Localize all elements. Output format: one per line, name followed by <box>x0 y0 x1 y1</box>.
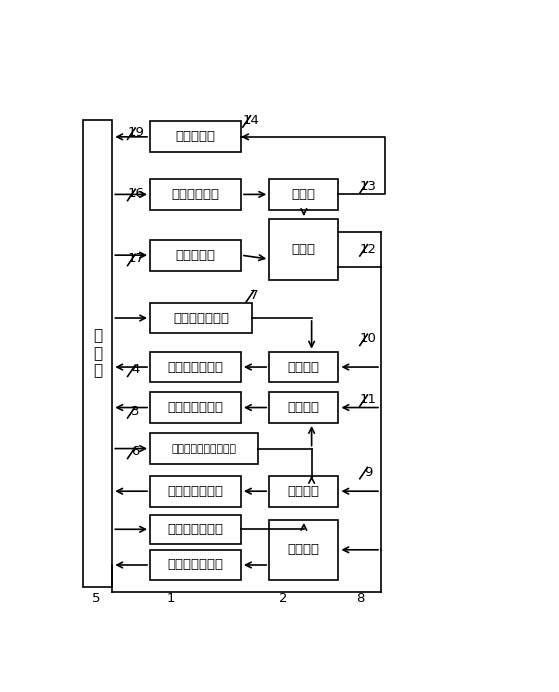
Text: 11: 11 <box>359 393 376 406</box>
Bar <box>269 219 338 280</box>
Bar <box>269 520 338 580</box>
Text: 控
制
器: 控 制 器 <box>93 329 102 379</box>
Text: 斗杆油缸: 斗杆油缸 <box>288 401 320 414</box>
Bar <box>150 179 241 210</box>
Text: 17: 17 <box>127 253 144 265</box>
Bar <box>150 352 241 383</box>
Text: 10: 10 <box>359 332 376 345</box>
Text: 1: 1 <box>166 592 174 605</box>
Text: 发动机: 发动机 <box>292 188 316 201</box>
Bar <box>83 120 112 587</box>
Text: 动臂优先电磁阀: 动臂优先电磁阀 <box>173 311 229 325</box>
Text: 主油泵: 主油泵 <box>292 243 316 256</box>
Bar <box>150 515 241 544</box>
Bar <box>150 475 241 507</box>
Text: 19: 19 <box>127 126 144 139</box>
Text: 动臂压力传感器: 动臂压力传感器 <box>168 361 224 374</box>
Text: 回转优先电磁阀: 回转优先电磁阀 <box>168 522 224 536</box>
Text: 4: 4 <box>131 363 140 376</box>
Text: 16: 16 <box>127 188 144 201</box>
Text: 电液比例阀: 电液比例阀 <box>176 248 216 262</box>
Bar <box>150 302 252 334</box>
Text: 铲斗压力传感器: 铲斗压力传感器 <box>168 484 224 498</box>
Text: 油门执行机构: 油门执行机构 <box>172 188 220 201</box>
Text: 斗杆压力传感器: 斗杆压力传感器 <box>168 401 224 414</box>
Text: 13: 13 <box>359 180 376 193</box>
Bar <box>150 239 241 271</box>
Text: 转速传感器: 转速传感器 <box>176 130 216 143</box>
Text: 回转油缸: 回转油缸 <box>288 543 320 556</box>
Text: 回转压力传感器: 回转压力传感器 <box>168 558 224 572</box>
Bar <box>150 392 241 423</box>
Text: 动臂油缸: 动臂油缸 <box>288 361 320 374</box>
Bar <box>269 179 338 210</box>
Text: 3: 3 <box>131 405 140 418</box>
Bar <box>269 475 338 507</box>
Text: 14: 14 <box>243 114 259 127</box>
Bar <box>150 121 241 152</box>
Bar <box>150 550 241 580</box>
Bar <box>150 433 258 464</box>
Bar <box>269 352 338 383</box>
Text: 斗杆及铲斗优先电磁阀: 斗杆及铲斗优先电磁阀 <box>172 444 236 453</box>
Text: 5: 5 <box>92 592 100 605</box>
Text: 12: 12 <box>359 243 376 256</box>
Text: 6: 6 <box>131 445 140 458</box>
Text: 9: 9 <box>364 466 372 478</box>
Text: 7: 7 <box>250 289 259 302</box>
Text: 铲斗油缸: 铲斗油缸 <box>288 484 320 498</box>
Text: 8: 8 <box>356 592 364 605</box>
Bar <box>269 392 338 423</box>
Text: 2: 2 <box>279 592 287 605</box>
